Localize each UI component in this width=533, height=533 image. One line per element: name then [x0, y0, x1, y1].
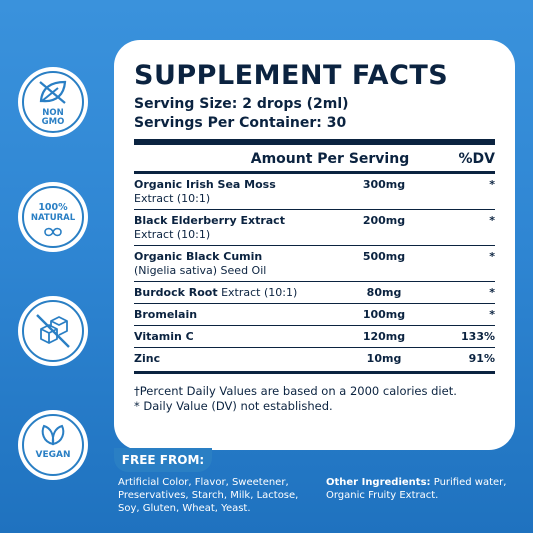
free-from-label: FREE FROM: — [114, 448, 212, 472]
ingredient-name: Organic Black Cumin — [134, 250, 263, 263]
ingredient-name: Bromelain — [134, 308, 198, 321]
header-amount: Amount Per Serving — [250, 151, 410, 167]
supplement-facts-panel: SUPPLEMENT FACTS Serving Size: 2 drops (… — [114, 40, 515, 450]
footnote-dv-basis: †Percent Daily Values are based on a 200… — [134, 384, 457, 398]
table-row: Organic Black Cumin (Nigelia sativa) Seed… — [134, 246, 495, 282]
badge-ring — [22, 186, 84, 248]
other-ingredients-label: Other Ingredients: — [326, 477, 431, 488]
ingredient-amount: 120mg — [362, 330, 406, 343]
footnote-not-established: * Daily Value (DV) not established. — [134, 399, 333, 413]
badge-label: NON GMO — [41, 108, 65, 127]
ingredient-amount: 100mg — [362, 308, 406, 321]
footnotes: †Percent Daily Values are based on a 200… — [134, 384, 495, 414]
badge-label: 100% NATURAL — [30, 202, 76, 223]
ingredient-dv: * — [489, 286, 495, 299]
ingredient-dv: * — [489, 308, 495, 321]
facts-title: SUPPLEMENT FACTS — [134, 60, 449, 91]
divider — [134, 139, 495, 145]
non-gmo-badge: NON GMO — [18, 67, 88, 137]
ingredient-amount: 200mg — [362, 214, 406, 227]
ingredient-detail: Extract (10:1) — [134, 192, 211, 205]
ingredient-amount: 300mg — [362, 178, 406, 191]
ingredient-amount: 10mg — [366, 352, 402, 365]
ingredient-dv: * — [489, 178, 495, 191]
no-sugar-icon — [36, 314, 70, 348]
ingredient-name: Organic Irish Sea Moss — [134, 178, 276, 191]
leaf-icon — [39, 80, 67, 104]
divider — [134, 171, 495, 174]
ingredient-detail: Extract (10:1) — [221, 286, 298, 299]
ingredient-dv: * — [489, 214, 495, 227]
divider — [134, 371, 495, 374]
badge-ring — [22, 71, 84, 133]
seed-icon — [44, 227, 62, 237]
ingredient-dv: 133% — [461, 330, 495, 343]
ingredient-name: Vitamin C — [134, 330, 194, 343]
ingredient-amount: 80mg — [366, 286, 402, 299]
table-row: Bromelain 100mg * — [134, 304, 495, 326]
other-ingredients: Other Ingredients: Purified water, Organ… — [326, 476, 521, 502]
table-row: Zinc 10mg 91% — [134, 348, 495, 372]
natural-badge: 100% NATURAL — [18, 182, 88, 252]
table-row: Organic Irish Sea Moss Extract (10:1) 300… — [134, 174, 495, 210]
table-row: Burdock Root Extract (10:1) 80mg * — [134, 282, 495, 304]
ingredient-amount: 500mg — [362, 250, 406, 263]
free-from-list: Artificial Color, Flavor, Sweetener, Pre… — [118, 477, 299, 514]
serving-size: Serving Size: 2 drops (2ml) — [134, 96, 349, 112]
table-row: Black Elderberry Extract Extract (10:1) 2… — [134, 210, 495, 246]
badge-ring — [22, 414, 84, 476]
ingredient-name: Zinc — [134, 352, 161, 365]
other-ingredients-text: Purified water, Organic Fruity Extract. — [326, 477, 507, 501]
ingredient-detail: (Nigelia sativa) Seed Oil — [134, 264, 267, 277]
ingredient-name: Burdock Root — [134, 286, 218, 299]
servings-per-container: Servings Per Container: 30 — [134, 115, 347, 131]
badge-ring — [22, 300, 84, 362]
vegan-leaves-icon — [41, 424, 65, 446]
vegan-badge: VEGAN — [18, 410, 88, 480]
ingredient-dv: * — [489, 250, 495, 263]
ingredient-name: Black Elderberry Extract — [134, 214, 285, 227]
table-row: Vitamin C 120mg 133% — [134, 326, 495, 348]
header-dv: %DV — [458, 151, 495, 167]
ingredient-dv: 91% — [468, 352, 495, 365]
no-sugar-badge — [18, 296, 88, 366]
ingredient-detail: Extract (10:1) — [134, 228, 211, 241]
facts-header-row: Amount Per Serving %DV — [134, 149, 495, 171]
badge-label: VEGAN — [35, 450, 71, 460]
